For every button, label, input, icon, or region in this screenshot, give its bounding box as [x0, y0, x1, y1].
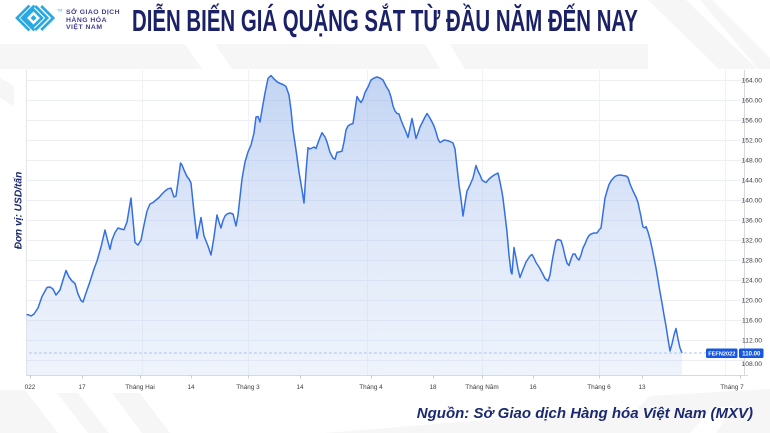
svg-text:124.00: 124.00	[742, 277, 763, 284]
svg-text:14: 14	[187, 384, 195, 391]
svg-text:Tháng 3: Tháng 3	[236, 384, 260, 391]
svg-text:022: 022	[25, 384, 36, 391]
svg-text:17: 17	[78, 384, 86, 391]
svg-text:110.00: 110.00	[742, 351, 761, 358]
svg-text:108.00: 108.00	[742, 361, 763, 368]
svg-text:Tháng Năm: Tháng Năm	[465, 384, 498, 391]
svg-text:Tháng 4: Tháng 4	[359, 384, 383, 391]
svg-text:144.00: 144.00	[742, 177, 763, 184]
svg-text:112.00: 112.00	[742, 337, 762, 344]
svg-text:160.00: 160.00	[742, 97, 763, 104]
svg-text:116.00: 116.00	[742, 317, 762, 324]
svg-text:Tháng 6: Tháng 6	[587, 384, 611, 391]
svg-text:Tháng Hai: Tháng Hai	[125, 384, 155, 391]
svg-text:132.00: 132.00	[742, 237, 763, 244]
svg-text:148.00: 148.00	[742, 157, 763, 164]
svg-text:16: 16	[529, 384, 537, 391]
svg-text:18: 18	[429, 384, 437, 391]
svg-text:120.00: 120.00	[742, 297, 763, 304]
svg-text:FEFN2022: FEFN2022	[708, 352, 735, 358]
svg-text:164.00: 164.00	[742, 77, 763, 84]
svg-text:156.00: 156.00	[742, 117, 763, 124]
svg-text:13: 13	[638, 384, 646, 391]
svg-text:14: 14	[296, 384, 304, 391]
svg-text:128.00: 128.00	[742, 257, 763, 264]
svg-text:140.00: 140.00	[742, 197, 763, 204]
svg-text:TM: TM	[57, 9, 62, 13]
svg-text:152.00: 152.00	[742, 137, 763, 144]
svg-text:Tháng 7: Tháng 7	[720, 384, 744, 391]
svg-text:136.00: 136.00	[742, 217, 763, 224]
